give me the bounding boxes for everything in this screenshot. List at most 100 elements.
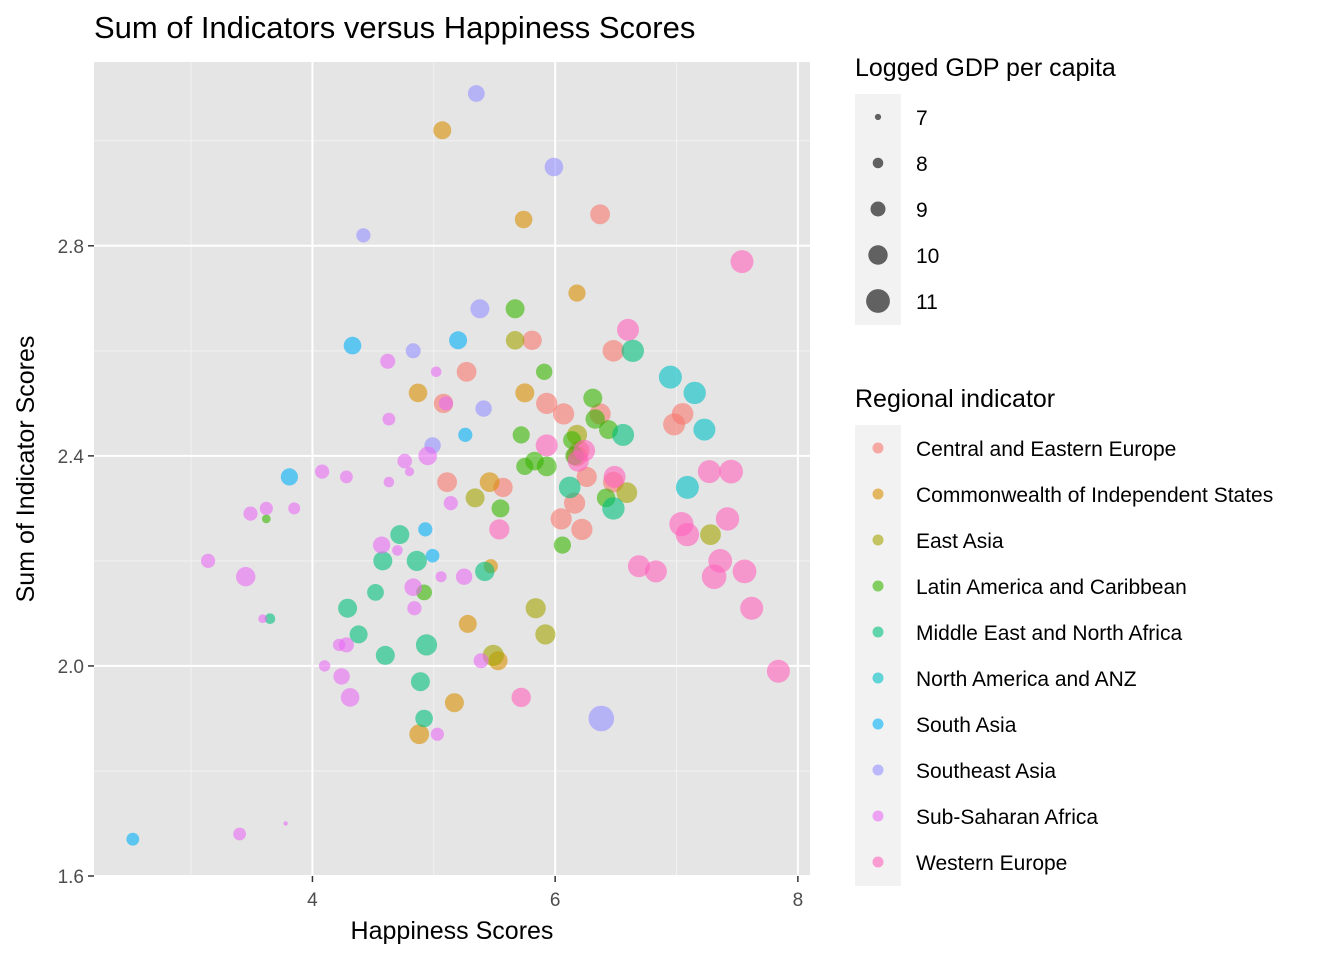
data-point	[280, 468, 298, 486]
data-point	[373, 536, 391, 554]
data-point	[264, 613, 276, 624]
data-points	[126, 85, 790, 846]
size-legend-label: 10	[916, 245, 939, 268]
data-point	[380, 353, 396, 369]
data-point	[283, 821, 288, 826]
data-point	[491, 499, 510, 518]
data-point	[343, 336, 362, 355]
color-legend-key	[872, 856, 884, 868]
data-point	[475, 561, 495, 582]
color-legend-title: Regional indicator	[855, 385, 1055, 413]
data-point	[621, 339, 644, 362]
color-legend-key	[872, 626, 884, 638]
color-legend-label: Middle East and North Africa	[916, 622, 1182, 645]
data-point	[408, 383, 428, 403]
data-point	[571, 518, 593, 541]
x-tick-label: 4	[307, 890, 318, 911]
color-legend-label: Sub-Saharan Africa	[916, 806, 1098, 829]
data-point	[602, 340, 625, 362]
data-point	[405, 343, 421, 359]
x-axis-title: Happiness Scores	[351, 917, 554, 945]
data-point	[243, 506, 258, 521]
data-point	[390, 525, 410, 545]
color-legend-key	[872, 534, 884, 546]
data-point	[588, 705, 615, 732]
data-point	[553, 536, 572, 554]
data-point	[126, 832, 140, 846]
data-point	[612, 423, 635, 446]
data-point	[505, 299, 525, 319]
data-point	[458, 614, 477, 633]
data-point	[617, 318, 639, 341]
data-point	[693, 418, 716, 441]
size-legend-label: 8	[916, 153, 928, 176]
data-point	[356, 228, 371, 243]
data-point	[375, 645, 395, 665]
data-point	[340, 688, 360, 707]
size-legend-key	[868, 245, 888, 265]
data-point	[430, 727, 444, 741]
data-point	[732, 559, 757, 584]
data-point	[430, 366, 442, 378]
data-point	[315, 464, 330, 479]
color-legend-label: Commonwealth of Independent States	[916, 484, 1273, 507]
data-point	[576, 466, 597, 487]
data-point	[332, 638, 346, 652]
size-legend-key	[866, 289, 890, 313]
data-point	[730, 250, 754, 274]
data-point	[367, 584, 384, 601]
color-legend-key	[872, 672, 884, 684]
color-legend-label: Western Europe	[916, 852, 1067, 875]
series-sub-saharan-africa	[201, 353, 489, 841]
data-point	[418, 446, 438, 466]
data-point	[644, 560, 667, 583]
axes: 4 6 8 1.6 2.0 2.4 2.8	[58, 237, 804, 911]
color-legend-label: Latin America and Caribbean	[916, 576, 1187, 599]
data-point	[425, 548, 440, 563]
series-north-america-and-anz	[658, 365, 716, 499]
data-point	[740, 596, 764, 620]
data-point	[683, 381, 706, 405]
data-point	[512, 426, 530, 444]
y-axis-title: Sum of Indicator Scores	[12, 336, 40, 603]
data-point	[409, 724, 430, 745]
color-legend-label: South Asia	[916, 714, 1017, 737]
data-point	[511, 687, 531, 708]
data-point	[456, 361, 477, 382]
data-point	[671, 403, 694, 425]
data-point	[700, 524, 721, 545]
data-point	[603, 465, 626, 488]
data-point	[766, 659, 790, 683]
data-point	[658, 365, 682, 389]
series-western-europe	[489, 250, 790, 708]
data-point	[437, 472, 457, 492]
data-point	[475, 400, 492, 417]
data-point	[407, 601, 422, 616]
data-point	[473, 653, 489, 669]
data-point	[627, 555, 650, 578]
data-point	[233, 827, 247, 841]
size-legend-label: 9	[916, 199, 928, 222]
data-point	[583, 388, 603, 408]
data-point	[333, 668, 350, 685]
data-point	[675, 475, 699, 499]
plot-panel	[94, 62, 810, 876]
data-point	[550, 508, 572, 530]
data-point	[201, 553, 216, 569]
x-tick-label: 6	[550, 890, 561, 911]
data-point	[373, 551, 393, 571]
grid-lines	[94, 62, 810, 877]
size-legend: Logged GDP per capita 7 8 9 10 11	[855, 54, 1116, 325]
data-point	[505, 331, 525, 350]
data-point	[410, 672, 430, 692]
color-legend-label: North America and ANZ	[916, 668, 1137, 691]
data-point	[568, 284, 586, 302]
data-point	[415, 634, 438, 656]
data-point	[318, 660, 331, 672]
data-point	[418, 522, 433, 537]
color-legend-key	[872, 442, 884, 454]
data-point	[444, 693, 464, 713]
color-legend-key	[872, 580, 884, 592]
y-tick-label: 1.6	[58, 867, 84, 888]
